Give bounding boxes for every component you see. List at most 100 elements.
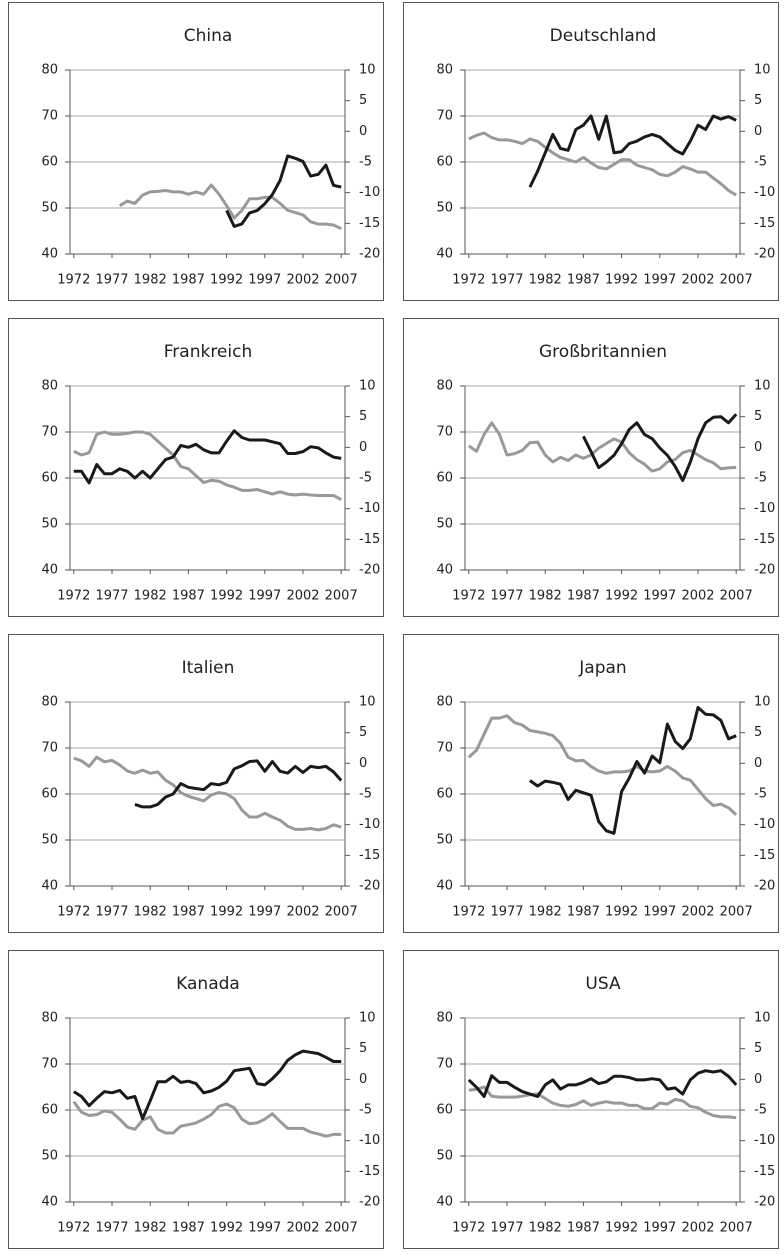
- panel-frame: [8, 2, 384, 301]
- x-tick-label: 1997: [643, 1221, 676, 1236]
- x-tick-label: 1992: [210, 905, 243, 920]
- y2-tick-label: -10: [754, 501, 775, 516]
- y-tick-label: 50: [436, 1149, 453, 1164]
- y-tick-label: 40: [436, 247, 453, 262]
- y-tick-label: 50: [41, 201, 58, 216]
- x-tick-label: 1997: [248, 273, 281, 288]
- y2-tick-label: 0: [754, 756, 762, 771]
- y-tick-label: 60: [436, 155, 453, 170]
- y2-tick-label: 10: [754, 63, 771, 78]
- x-tick-label: 1987: [172, 589, 205, 604]
- y-tick-label: 50: [41, 517, 58, 532]
- y2-tick-label: 0: [754, 440, 762, 455]
- x-tick-label: 2002: [681, 905, 714, 920]
- x-tick-label: 2002: [286, 905, 319, 920]
- y2-tick-label: 0: [754, 124, 762, 139]
- y2-tick-label: 10: [754, 1011, 771, 1026]
- y-tick-label: 80: [436, 1011, 453, 1026]
- y-tick-label: 40: [436, 879, 453, 894]
- x-tick-label: 1972: [57, 273, 90, 288]
- x-tick-label: 1972: [57, 905, 90, 920]
- x-tick-label: 1987: [567, 1221, 600, 1236]
- y-tick-label: 40: [41, 563, 58, 578]
- panel: USA 40 50 60 70 80 -20 -15 -10 -5 0 5 10 1972 1977 1982…: [403, 950, 779, 1249]
- series-line: [528, 114, 737, 188]
- panel-title: Frankreich: [164, 342, 253, 362]
- y2-tick-label: -20: [359, 879, 380, 894]
- y2-tick-label: -10: [754, 817, 775, 832]
- y2-tick-label: 10: [359, 1011, 376, 1026]
- y2-tick-label: -20: [359, 563, 380, 578]
- x-tick-label: 1997: [643, 589, 676, 604]
- y-tick-label: 80: [436, 379, 453, 394]
- series-line: [118, 183, 342, 231]
- panel: Japan 40 50 60 70 80 -20 -15 -10 -5 0 5 10 1972 1977 19…: [403, 634, 779, 933]
- panel-title: Großbritannien: [539, 342, 667, 362]
- series-line: [225, 154, 342, 228]
- x-tick-label: 1992: [210, 589, 243, 604]
- series-line: [529, 706, 737, 835]
- y2-tick-label: -15: [754, 532, 775, 547]
- x-tick-label: 2002: [286, 1221, 319, 1236]
- y-tick-label: 60: [41, 471, 58, 486]
- y-tick-label: 80: [41, 379, 58, 394]
- x-tick-label: 1982: [529, 905, 562, 920]
- x-tick-label: 1992: [210, 1221, 243, 1236]
- x-tick-label: 2007: [720, 905, 753, 920]
- x-tick-label: 1992: [605, 905, 638, 920]
- x-tick-label: 1987: [172, 905, 205, 920]
- x-tick-label: 1997: [248, 589, 281, 604]
- x-tick-label: 1977: [95, 589, 128, 604]
- y2-tick-label: 10: [359, 379, 376, 394]
- x-tick-label: 1972: [452, 905, 485, 920]
- y2-tick-label: -10: [359, 185, 380, 200]
- y2-tick-label: 10: [754, 379, 771, 394]
- y-tick-label: 70: [436, 1057, 453, 1072]
- y2-tick-label: -5: [754, 1103, 767, 1118]
- x-tick-label: 1977: [95, 905, 128, 920]
- y-tick-label: 50: [41, 833, 58, 848]
- y2-tick-label: -20: [754, 879, 775, 894]
- y2-tick-label: 5: [754, 1041, 762, 1056]
- panel-title: China: [184, 26, 233, 46]
- panel: Frankreich 40 50 60 70 80 -20 -15 -10 -5 0 5 10 1972 1…: [8, 318, 384, 617]
- y-tick-label: 60: [436, 471, 453, 486]
- y2-tick-label: 10: [359, 695, 376, 710]
- y-tick-label: 60: [41, 1103, 58, 1118]
- y2-tick-label: -15: [359, 216, 380, 231]
- y2-tick-label: -5: [754, 155, 767, 170]
- y2-tick-label: -20: [359, 1195, 380, 1210]
- y2-tick-label: 5: [754, 93, 762, 108]
- panel-frame: [403, 950, 779, 1249]
- x-tick-label: 1972: [452, 1221, 485, 1236]
- y2-tick-label: 0: [754, 1072, 762, 1087]
- panel-frame: [8, 634, 384, 933]
- x-tick-label: 1982: [529, 589, 562, 604]
- y2-tick-label: 0: [359, 124, 367, 139]
- x-tick-label: 2002: [681, 589, 714, 604]
- y-tick-label: 40: [436, 1195, 453, 1210]
- y-tick-label: 40: [41, 247, 58, 262]
- y-tick-label: 70: [41, 1057, 58, 1072]
- x-tick-label: 1972: [57, 1221, 90, 1236]
- series-line: [467, 421, 737, 473]
- y-tick-label: 80: [41, 63, 58, 78]
- y-tick-label: 40: [41, 879, 58, 894]
- y2-tick-label: 0: [359, 756, 367, 771]
- y-tick-label: 60: [436, 787, 453, 802]
- y-tick-label: 60: [436, 1103, 453, 1118]
- y2-tick-label: -20: [754, 247, 775, 262]
- y2-tick-label: 10: [359, 63, 376, 78]
- y-tick-label: 70: [436, 741, 453, 756]
- y2-tick-label: 5: [754, 725, 762, 740]
- y2-tick-label: -5: [359, 1103, 372, 1118]
- y2-tick-label: -15: [754, 216, 775, 231]
- y2-tick-label: -10: [359, 501, 380, 516]
- series-line: [73, 755, 342, 832]
- panel: China 40 50 60 70 80 -20 -15 -10 -5 0 5 10 1972 1977 19…: [8, 2, 384, 301]
- series-line: [73, 429, 342, 485]
- y2-tick-label: -10: [754, 185, 775, 200]
- x-tick-label: 2002: [681, 273, 714, 288]
- series-line: [582, 413, 738, 482]
- x-tick-label: 1982: [529, 1221, 562, 1236]
